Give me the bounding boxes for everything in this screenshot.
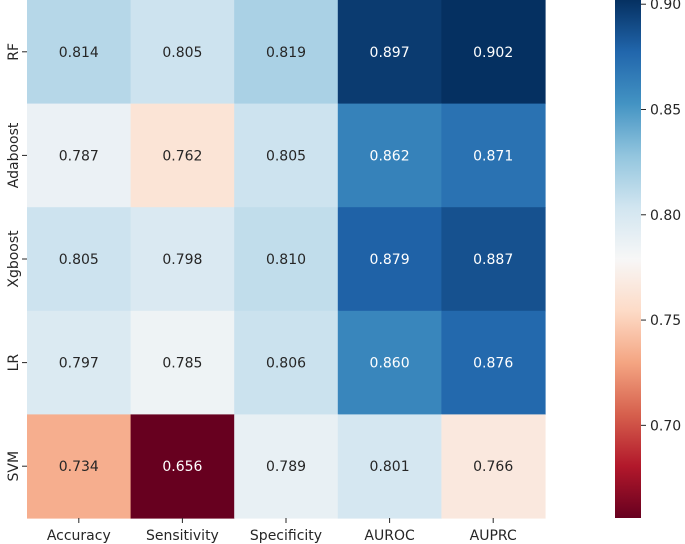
cell-value-label: 0.789 [266,459,306,475]
cell-value-label: 0.819 [266,45,306,61]
heatmap-cell [130,207,235,312]
colorbar-gradient [615,0,641,518]
heatmap-cell [27,207,132,312]
heatmap-cell [130,310,235,415]
heatmap-cell [337,103,442,208]
cell-value-label: 0.814 [59,45,99,61]
heatmap-cell [234,310,339,415]
heatmap-cell [234,103,339,208]
cell-value-label: 0.879 [370,252,410,268]
y-tick-label: RF [6,43,22,61]
heatmap-cell [441,0,546,105]
cell-value-label: 0.806 [266,356,306,372]
heatmap-cell [441,103,546,208]
cell-value-label: 0.871 [473,148,513,164]
cell-value-label: 0.805 [162,45,202,61]
heatmap-cell [27,0,132,105]
cell-value-label: 0.805 [59,252,99,268]
colorbar: 0.70 0.75 0.80 0.85 0.90 [615,0,681,518]
heatmap-cell [27,414,132,519]
heatmap-cell [27,103,132,208]
heatmap-cell [234,414,339,519]
cell-value-label: 0.897 [370,45,410,61]
x-tick-label: Accuracy [47,528,111,544]
cell-value-label: 0.862 [370,148,410,164]
cell-value-label: 0.876 [473,356,513,372]
colorbar-tick-label: 0.85 [650,102,681,118]
heatmap-cell [337,310,442,415]
cell-value-label: 0.785 [162,356,202,372]
heatmap-cell [234,207,339,312]
cell-value-label: 0.887 [473,252,513,268]
cell-value-label: 0.810 [266,252,306,268]
heatmap-cell [130,414,235,519]
y-tick-label: Xgboost [6,230,22,288]
heatmap-cell [337,0,442,105]
x-tick-label: Sensitivity [146,528,219,544]
x-tick-label: AUROC [364,528,415,544]
heatmap-cell [337,414,442,519]
colorbar-tick-label: 0.80 [650,208,681,224]
heatmap-cell [27,310,132,415]
cell-value-label: 0.805 [266,148,306,164]
cell-value-label: 0.787 [59,148,99,164]
x-tick-label: Specificity [250,528,322,544]
colorbar-tick-label: 0.75 [650,313,681,329]
row-labels: RF Adaboost Xgboost LR SVM [6,43,27,482]
heatmap-cell [234,0,339,105]
cell-value-label: 0.797 [59,356,99,372]
y-tick-label: LR [6,354,22,372]
colorbar-tick-label: 0.90 [650,0,681,13]
y-tick-label: Adaboost [6,122,22,188]
heatmap-cells: 0.814 0.805 0.819 0.897 0.902 0.787 0.762 0.805… [27,0,546,519]
heatmap-cell [337,207,442,312]
heatmap-cell [441,207,546,312]
cell-value-label: 0.798 [162,252,202,268]
column-labels: Accuracy Sensitivity Specificity AUROC AUPRC [47,518,517,544]
cell-value-label: 0.762 [162,148,202,164]
cell-value-label: 0.860 [370,356,410,372]
heatmap-cell [130,0,235,105]
cell-value-label: 0.734 [59,459,99,475]
x-tick-label: AUPRC [470,528,517,544]
y-tick-label: SVM [6,451,22,482]
colorbar-tick-label: 0.70 [650,418,681,434]
cell-value-label: 0.656 [162,459,202,475]
heatmap-cell [130,103,235,208]
cell-value-label: 0.766 [473,459,513,475]
cell-value-label: 0.902 [473,45,513,61]
heatmap-cell [441,414,546,519]
heatmap-cell [441,310,546,415]
cell-value-label: 0.801 [370,459,410,475]
